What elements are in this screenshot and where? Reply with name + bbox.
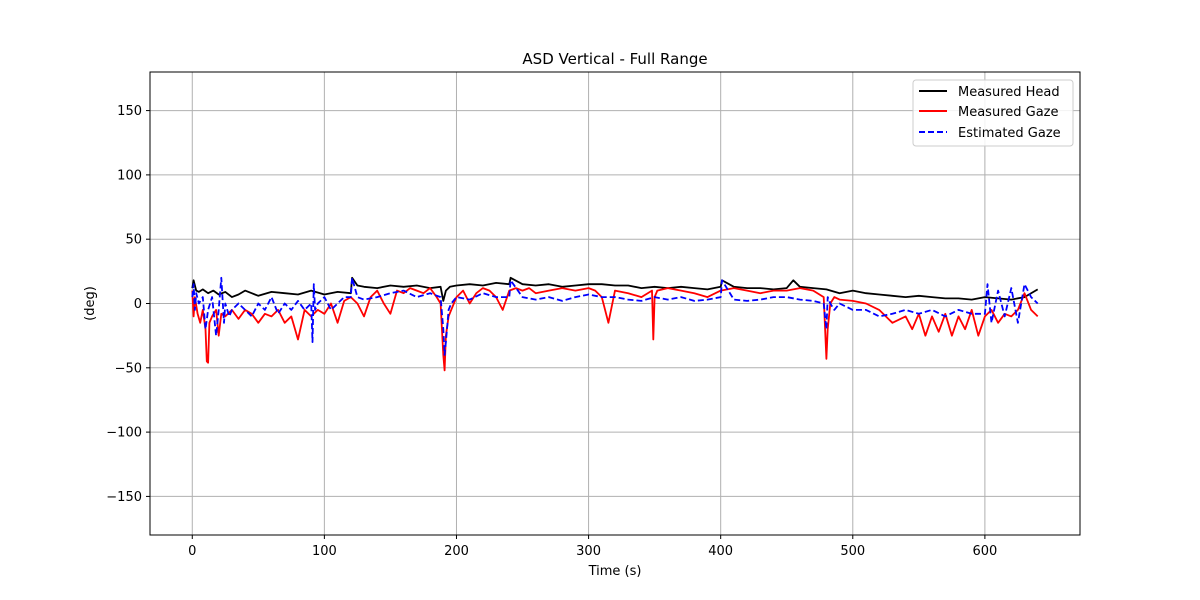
y-tick-label: 50: [125, 233, 142, 248]
chart-title: ASD Vertical - Full Range: [522, 50, 707, 68]
y-tick-label: 150: [117, 104, 142, 119]
legend: Measured Head Measured Gaze Estimated Ga…: [912, 79, 1074, 147]
legend-label-measured-head: Measured Head: [958, 85, 1060, 100]
y-tick-label: 0: [134, 297, 142, 312]
legend-label-estimated-gaze: Estimated Gaze: [958, 126, 1061, 141]
y-tick-label: 100: [117, 168, 142, 183]
x-tick-label: 100: [312, 544, 337, 559]
x-tick-label: 400: [708, 544, 733, 559]
x-tick-label: 500: [840, 544, 865, 559]
y-tick-label: −100: [106, 426, 142, 441]
y-tick-label: −50: [115, 361, 142, 376]
grid: [150, 72, 1080, 535]
legend-box: [912, 79, 1074, 147]
series-line-estimated-gaze: [191, 276, 1039, 356]
y-axis-label: (deg): [83, 286, 98, 321]
legend-label-measured-gaze: Measured Gaze: [958, 105, 1059, 120]
x-tick-label: 600: [972, 544, 997, 559]
y-tick-label: −150: [106, 490, 142, 505]
x-tick-label: 300: [576, 544, 601, 559]
plot-series: [191, 276, 1039, 372]
x-tick-label: 200: [444, 544, 469, 559]
x-axis-label: Time (s): [588, 564, 642, 579]
x-tick-label: 0: [188, 544, 196, 559]
axis-ticks: 0 100 200 300 400 500 600 −150 −100 −50 0 50 100 150: [106, 104, 997, 559]
series-line-measured-head: [191, 276, 1039, 302]
series-line-measured-gaze: [191, 287, 1039, 372]
